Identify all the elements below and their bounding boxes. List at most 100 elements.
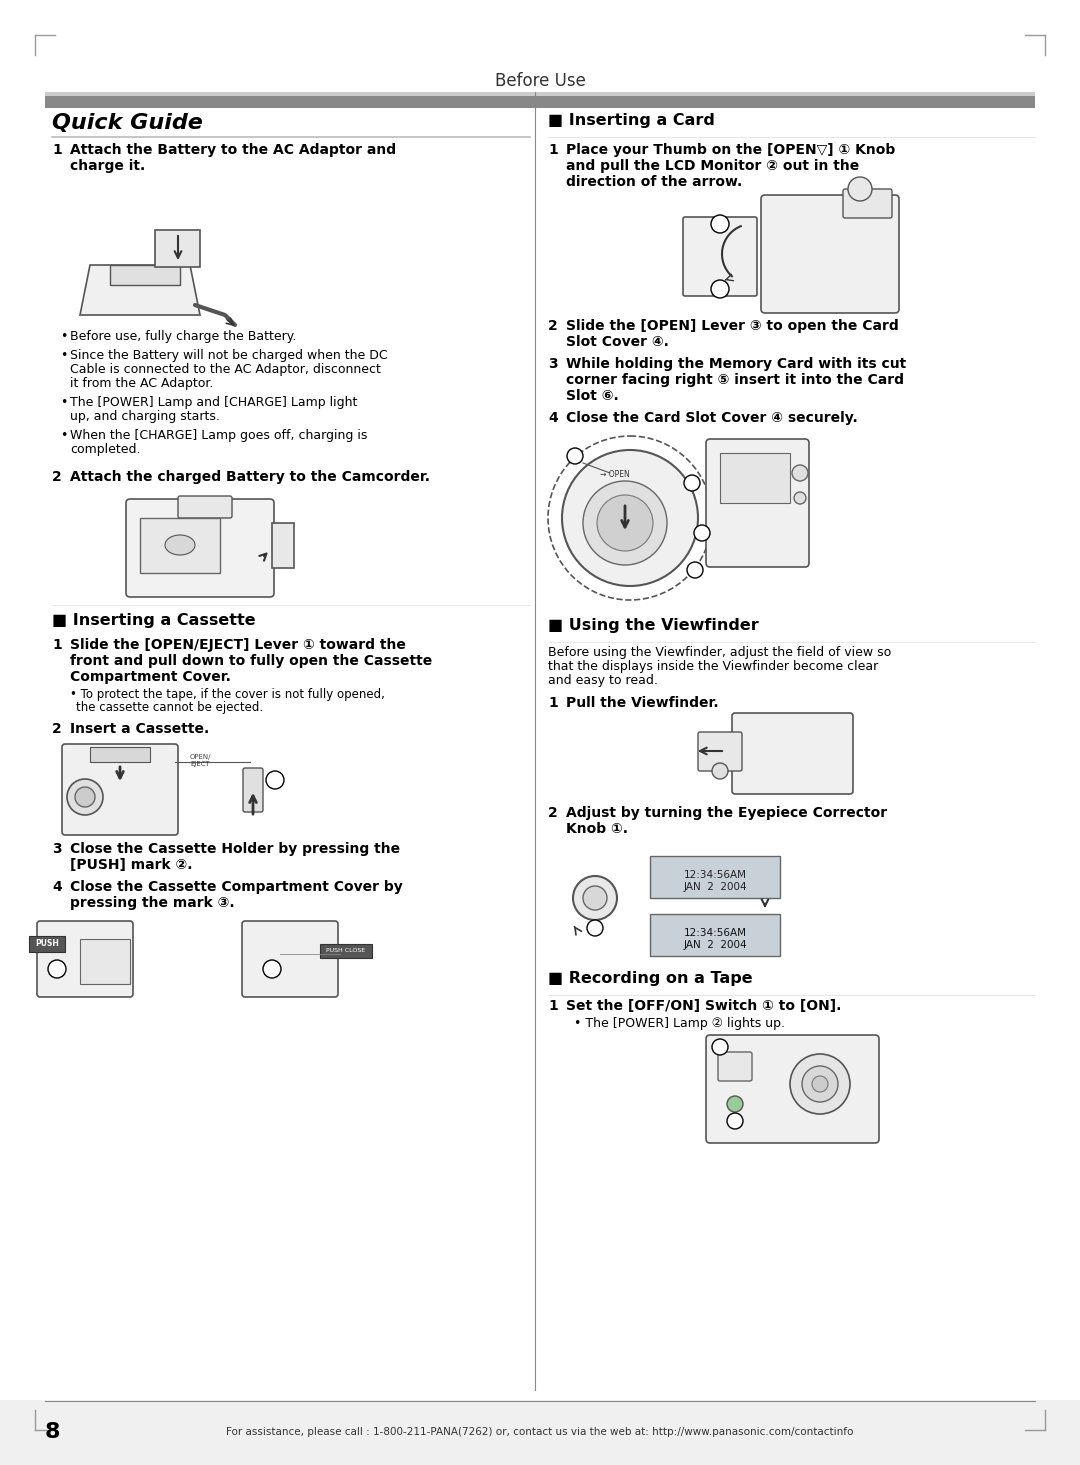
Text: •: • bbox=[60, 429, 67, 442]
Circle shape bbox=[684, 475, 700, 491]
Circle shape bbox=[597, 495, 653, 551]
Text: Before using the Viewfinder, adjust the field of view so: Before using the Viewfinder, adjust the … bbox=[548, 646, 891, 659]
FancyBboxPatch shape bbox=[683, 217, 757, 296]
Text: 8: 8 bbox=[44, 1423, 59, 1442]
Text: 3: 3 bbox=[572, 451, 578, 460]
FancyBboxPatch shape bbox=[126, 500, 274, 598]
Text: Compartment Cover.: Compartment Cover. bbox=[70, 670, 231, 684]
Text: ■ Recording on a Tape: ■ Recording on a Tape bbox=[548, 971, 753, 986]
Circle shape bbox=[583, 886, 607, 910]
Bar bbox=[90, 747, 150, 762]
Circle shape bbox=[694, 524, 710, 541]
Circle shape bbox=[712, 1039, 728, 1055]
Text: 1: 1 bbox=[717, 1043, 723, 1052]
FancyBboxPatch shape bbox=[243, 768, 264, 812]
Text: 2: 2 bbox=[52, 722, 62, 735]
Text: 2: 2 bbox=[717, 220, 723, 229]
FancyBboxPatch shape bbox=[732, 713, 853, 794]
Text: charge it.: charge it. bbox=[70, 160, 145, 173]
Circle shape bbox=[567, 448, 583, 464]
Circle shape bbox=[792, 464, 808, 481]
Text: ■ Using the Viewfinder: ■ Using the Viewfinder bbox=[548, 618, 759, 633]
Text: 12:34:56AM: 12:34:56AM bbox=[684, 870, 746, 880]
Circle shape bbox=[588, 920, 603, 936]
FancyBboxPatch shape bbox=[706, 440, 809, 567]
Text: 1: 1 bbox=[548, 999, 557, 1012]
Circle shape bbox=[727, 1113, 743, 1130]
Text: pressing the mark ③.: pressing the mark ③. bbox=[70, 897, 234, 910]
Bar bbox=[650, 914, 780, 957]
Text: 4: 4 bbox=[52, 880, 62, 894]
Text: 4: 4 bbox=[689, 479, 694, 488]
Polygon shape bbox=[156, 230, 200, 267]
Text: OPEN/
EJECT: OPEN/ EJECT bbox=[189, 754, 211, 768]
Text: PUSH: PUSH bbox=[35, 939, 59, 948]
Circle shape bbox=[562, 450, 698, 586]
Text: 6: 6 bbox=[699, 529, 705, 538]
Text: Since the Battery will not be charged when the DC: Since the Battery will not be charged wh… bbox=[70, 349, 388, 362]
Text: 1: 1 bbox=[52, 637, 62, 652]
Text: •: • bbox=[60, 330, 67, 343]
Text: 1: 1 bbox=[592, 923, 598, 933]
Text: Place your Thumb on the [OPEN▽] ① Knob: Place your Thumb on the [OPEN▽] ① Knob bbox=[566, 144, 895, 157]
Text: JAN  2  2004: JAN 2 2004 bbox=[684, 941, 746, 949]
Text: Close the Card Slot Cover ④ securely.: Close the Card Slot Cover ④ securely. bbox=[566, 412, 858, 425]
Text: Close the Cassette Holder by pressing the: Close the Cassette Holder by pressing th… bbox=[70, 842, 400, 856]
Text: Before use, fully charge the Battery.: Before use, fully charge the Battery. bbox=[70, 330, 296, 343]
FancyBboxPatch shape bbox=[843, 189, 892, 218]
FancyBboxPatch shape bbox=[178, 497, 232, 519]
Text: PUSH CLOSE: PUSH CLOSE bbox=[326, 948, 365, 954]
Bar bbox=[140, 519, 220, 573]
Bar bbox=[650, 856, 780, 898]
Text: 3: 3 bbox=[52, 842, 62, 856]
Text: completed.: completed. bbox=[70, 442, 140, 456]
FancyBboxPatch shape bbox=[62, 744, 178, 835]
Text: up, and charging starts.: up, and charging starts. bbox=[70, 410, 220, 423]
Text: Slot Cover ④.: Slot Cover ④. bbox=[566, 335, 669, 349]
Text: 12:34:56AM: 12:34:56AM bbox=[684, 927, 746, 938]
Bar bbox=[0, 1401, 1080, 1465]
Text: it from the AC Adaptor.: it from the AC Adaptor. bbox=[70, 377, 214, 390]
Text: Close the Cassette Compartment Cover by: Close the Cassette Compartment Cover by bbox=[70, 880, 403, 894]
Circle shape bbox=[812, 1075, 828, 1091]
Circle shape bbox=[583, 481, 667, 565]
FancyBboxPatch shape bbox=[718, 1052, 752, 1081]
Text: Attach the charged Battery to the Camcorder.: Attach the charged Battery to the Camcor… bbox=[70, 470, 430, 483]
Circle shape bbox=[727, 1096, 743, 1112]
Bar bbox=[45, 92, 1035, 108]
Text: front and pull down to fully open the Cassette: front and pull down to fully open the Ca… bbox=[70, 653, 432, 668]
Bar bbox=[320, 943, 372, 958]
Bar bbox=[720, 453, 789, 502]
Circle shape bbox=[711, 215, 729, 233]
Text: and pull the LCD Monitor ② out in the: and pull the LCD Monitor ② out in the bbox=[566, 160, 860, 173]
Text: Cable is connected to the AC Adaptor, disconnect: Cable is connected to the AC Adaptor, di… bbox=[70, 363, 381, 377]
Text: While holding the Memory Card with its cut: While holding the Memory Card with its c… bbox=[566, 357, 906, 371]
Circle shape bbox=[75, 787, 95, 807]
Text: direction of the arrow.: direction of the arrow. bbox=[566, 174, 742, 189]
Text: Knob ①.: Knob ①. bbox=[566, 822, 627, 837]
Circle shape bbox=[848, 177, 872, 201]
Circle shape bbox=[687, 563, 703, 579]
Text: Slide the [OPEN] Lever ③ to open the Card: Slide the [OPEN] Lever ③ to open the Car… bbox=[566, 319, 899, 333]
Text: • The [POWER] Lamp ② lights up.: • The [POWER] Lamp ② lights up. bbox=[573, 1017, 785, 1030]
Circle shape bbox=[802, 1067, 838, 1102]
Text: and easy to read.: and easy to read. bbox=[548, 674, 658, 687]
Text: Insert a Cassette.: Insert a Cassette. bbox=[70, 722, 210, 735]
Circle shape bbox=[573, 876, 617, 920]
Text: Slot ⑥.: Slot ⑥. bbox=[566, 390, 619, 403]
Text: 2: 2 bbox=[732, 1116, 738, 1125]
Text: 2: 2 bbox=[52, 470, 62, 483]
Text: the cassette cannot be ejected.: the cassette cannot be ejected. bbox=[76, 700, 264, 713]
Ellipse shape bbox=[165, 535, 195, 555]
Text: 2: 2 bbox=[54, 964, 59, 974]
Circle shape bbox=[264, 960, 281, 979]
Circle shape bbox=[48, 960, 66, 979]
Text: 5: 5 bbox=[692, 565, 698, 574]
Text: 3: 3 bbox=[548, 357, 557, 371]
Text: → OPEN: → OPEN bbox=[600, 470, 630, 479]
Bar bbox=[80, 939, 130, 984]
Bar bbox=[110, 265, 180, 286]
Text: The [POWER] Lamp and [CHARGE] Lamp light: The [POWER] Lamp and [CHARGE] Lamp light bbox=[70, 396, 357, 409]
Text: 1: 1 bbox=[52, 144, 62, 157]
Text: 2: 2 bbox=[548, 319, 557, 333]
